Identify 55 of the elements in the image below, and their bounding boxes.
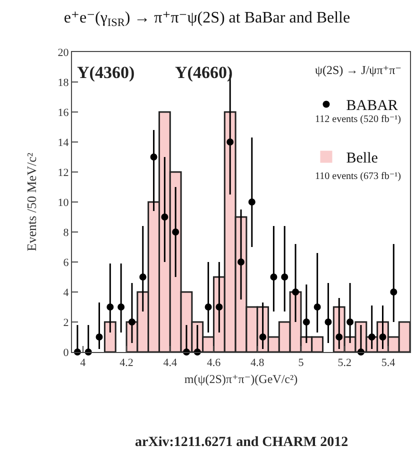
- annotation: Y(4360): [77, 63, 135, 82]
- x-tick-label: 5.4: [381, 357, 396, 370]
- y-tick-label: 8: [63, 226, 70, 239]
- y-tick-label: 20: [58, 46, 70, 59]
- point: [379, 334, 386, 340]
- point: [281, 274, 288, 280]
- legend-label: BABAR: [346, 98, 398, 114]
- legend-label: Belle: [346, 150, 378, 167]
- annotation: 112 events (520 fb⁻¹): [315, 114, 401, 125]
- x-tick-label: 4.6: [206, 357, 222, 370]
- text: arXiv:1211.6271 and CHARM 2012: [135, 435, 348, 450]
- y-tick-label: 0: [63, 346, 70, 359]
- y-axis-title: Events /50 MeV/c²: [24, 152, 39, 252]
- annotation: ψ(2S) → J/ψπ⁺π⁻: [315, 63, 402, 77]
- annotation: Y(4660): [175, 63, 233, 82]
- y-tick-label: 2: [63, 316, 69, 329]
- y-tick-label: 16: [58, 106, 70, 119]
- point: [248, 198, 256, 206]
- point: [292, 288, 300, 296]
- point: [226, 138, 234, 146]
- point: [314, 304, 321, 310]
- x-tick-label: 5.2: [338, 357, 352, 370]
- x-tick-label: 4.8: [250, 357, 265, 370]
- point: [118, 304, 125, 310]
- point: [172, 228, 180, 236]
- y-tick-label: 12: [58, 166, 69, 179]
- point: [324, 318, 332, 326]
- x-axis-title: m(ψ(2S)π⁺π⁻)(GeV/c²): [184, 372, 298, 386]
- point: [238, 258, 244, 266]
- point: [96, 334, 103, 340]
- y-tick-label: 18: [58, 76, 70, 89]
- x-tick-label: 4: [80, 357, 86, 370]
- point: [106, 304, 114, 310]
- point: [390, 288, 398, 296]
- x-tick-label: 5: [298, 357, 304, 370]
- point: [139, 274, 146, 280]
- point: [270, 274, 278, 280]
- point: [161, 214, 168, 220]
- x-tick-label: 4.4: [163, 357, 178, 370]
- y-tick-label: 14: [58, 136, 70, 149]
- y-tick-label: 10: [58, 196, 70, 209]
- point: [216, 304, 223, 310]
- annotation: 110 events (673 fb⁻¹): [315, 171, 401, 182]
- y-tick-label: 4: [63, 286, 70, 299]
- point: [302, 318, 310, 326]
- x-tick-label: 4.2: [120, 357, 134, 370]
- point: [259, 334, 266, 340]
- chart-title: e⁺e⁻(γ$_{ISR}$) → π⁺π⁻ψ(2S) at BaBar and Belle: [64, 10, 350, 29]
- point: [368, 334, 376, 340]
- point: [150, 154, 158, 160]
- point: [336, 334, 343, 340]
- point: [128, 318, 136, 326]
- point: [204, 304, 212, 310]
- point: [346, 318, 354, 326]
- y-tick-label: 6: [63, 256, 70, 269]
